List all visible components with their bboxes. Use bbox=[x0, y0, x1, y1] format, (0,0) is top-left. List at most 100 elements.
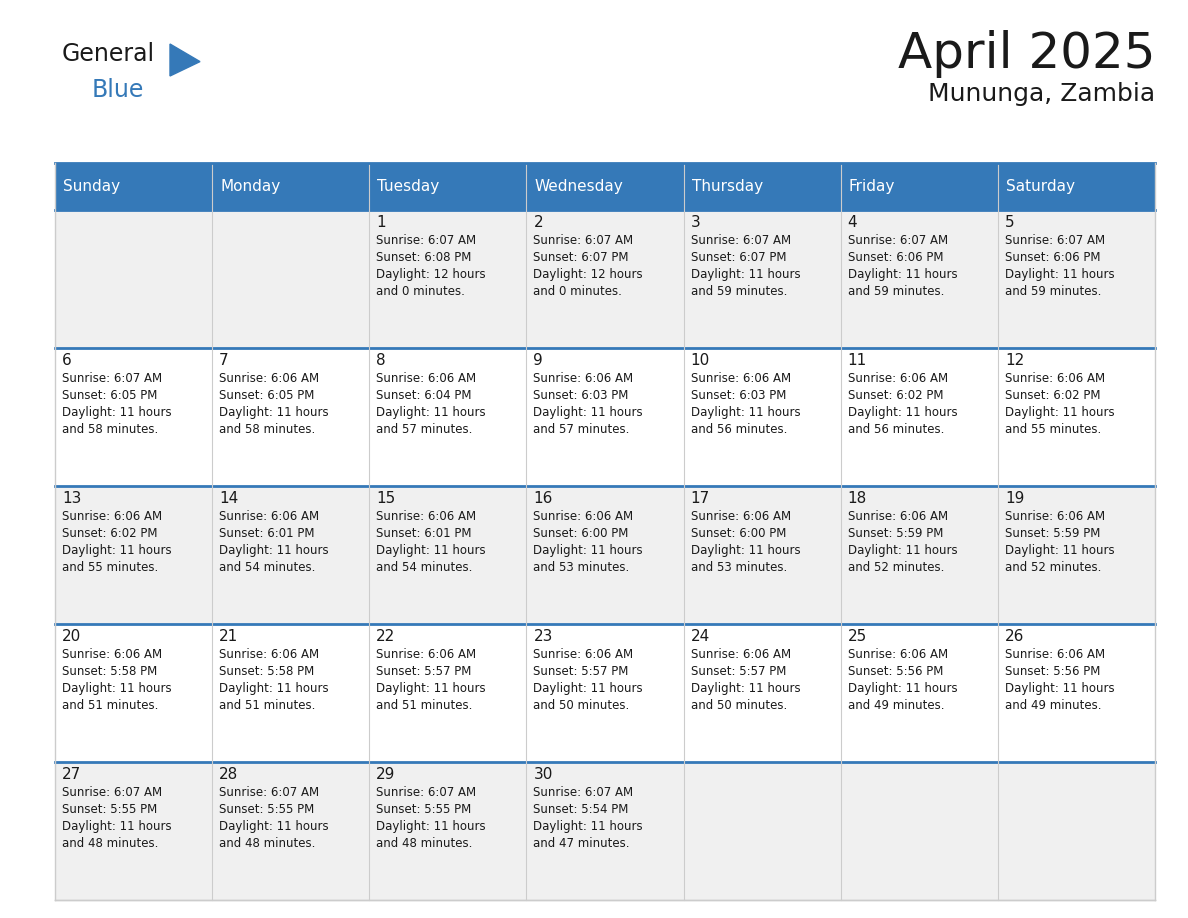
Text: and 58 minutes.: and 58 minutes. bbox=[219, 423, 315, 436]
Text: 23: 23 bbox=[533, 629, 552, 644]
Text: and 55 minutes.: and 55 minutes. bbox=[62, 561, 158, 574]
Text: Sunrise: 6:07 AM: Sunrise: 6:07 AM bbox=[1005, 234, 1105, 247]
Text: Monday: Monday bbox=[220, 179, 280, 194]
Text: Sunrise: 6:06 AM: Sunrise: 6:06 AM bbox=[62, 648, 162, 661]
Text: Sunset: 5:54 PM: Sunset: 5:54 PM bbox=[533, 803, 628, 816]
Text: 11: 11 bbox=[848, 353, 867, 368]
Text: 17: 17 bbox=[690, 491, 709, 506]
Text: and 58 minutes.: and 58 minutes. bbox=[62, 423, 158, 436]
Text: Sunrise: 6:06 AM: Sunrise: 6:06 AM bbox=[1005, 648, 1105, 661]
Text: Sunrise: 6:06 AM: Sunrise: 6:06 AM bbox=[533, 372, 633, 385]
Text: and 55 minutes.: and 55 minutes. bbox=[1005, 423, 1101, 436]
Bar bbox=[369, 163, 526, 210]
Text: 21: 21 bbox=[219, 629, 239, 644]
Text: and 0 minutes.: and 0 minutes. bbox=[377, 285, 466, 298]
Text: 22: 22 bbox=[377, 629, 396, 644]
Text: Sunrise: 6:06 AM: Sunrise: 6:06 AM bbox=[219, 510, 320, 523]
Text: and 50 minutes.: and 50 minutes. bbox=[690, 699, 786, 712]
Text: Saturday: Saturday bbox=[1006, 179, 1075, 194]
Bar bbox=[55, 348, 1155, 486]
Text: and 59 minutes.: and 59 minutes. bbox=[1005, 285, 1101, 298]
Text: 26: 26 bbox=[1005, 629, 1024, 644]
Text: Daylight: 11 hours: Daylight: 11 hours bbox=[1005, 406, 1114, 419]
Text: Daylight: 11 hours: Daylight: 11 hours bbox=[377, 820, 486, 833]
Text: Daylight: 11 hours: Daylight: 11 hours bbox=[62, 544, 171, 557]
Text: Sunset: 5:56 PM: Sunset: 5:56 PM bbox=[1005, 665, 1100, 678]
Text: Daylight: 11 hours: Daylight: 11 hours bbox=[690, 268, 801, 281]
Text: Sunrise: 6:06 AM: Sunrise: 6:06 AM bbox=[848, 372, 948, 385]
Text: Sunset: 6:01 PM: Sunset: 6:01 PM bbox=[219, 527, 315, 540]
Text: and 59 minutes.: and 59 minutes. bbox=[690, 285, 786, 298]
Text: Sunset: 6:03 PM: Sunset: 6:03 PM bbox=[533, 389, 628, 402]
Text: Daylight: 11 hours: Daylight: 11 hours bbox=[219, 406, 329, 419]
Text: April 2025: April 2025 bbox=[897, 30, 1155, 78]
Text: Sunset: 6:06 PM: Sunset: 6:06 PM bbox=[848, 251, 943, 264]
Text: 12: 12 bbox=[1005, 353, 1024, 368]
Text: Wednesday: Wednesday bbox=[535, 179, 624, 194]
Bar bbox=[55, 210, 1155, 348]
Text: Daylight: 11 hours: Daylight: 11 hours bbox=[1005, 268, 1114, 281]
Text: and 0 minutes.: and 0 minutes. bbox=[533, 285, 623, 298]
Text: and 56 minutes.: and 56 minutes. bbox=[690, 423, 786, 436]
Text: 1: 1 bbox=[377, 215, 386, 230]
Text: Sunrise: 6:06 AM: Sunrise: 6:06 AM bbox=[690, 510, 791, 523]
Text: Sunset: 6:04 PM: Sunset: 6:04 PM bbox=[377, 389, 472, 402]
Text: Tuesday: Tuesday bbox=[378, 179, 440, 194]
Text: Daylight: 11 hours: Daylight: 11 hours bbox=[533, 820, 643, 833]
Text: Blue: Blue bbox=[91, 78, 145, 102]
Text: 14: 14 bbox=[219, 491, 239, 506]
Text: Daylight: 11 hours: Daylight: 11 hours bbox=[62, 682, 171, 695]
Text: Sunset: 6:03 PM: Sunset: 6:03 PM bbox=[690, 389, 786, 402]
Bar bbox=[55, 486, 1155, 624]
Bar bbox=[841, 163, 998, 210]
Bar bbox=[213, 163, 369, 210]
Text: Sunset: 5:59 PM: Sunset: 5:59 PM bbox=[1005, 527, 1100, 540]
Text: Sunrise: 6:06 AM: Sunrise: 6:06 AM bbox=[377, 510, 476, 523]
Text: and 52 minutes.: and 52 minutes. bbox=[1005, 561, 1101, 574]
Text: and 59 minutes.: and 59 minutes. bbox=[848, 285, 944, 298]
Text: Sunrise: 6:06 AM: Sunrise: 6:06 AM bbox=[533, 510, 633, 523]
Text: Daylight: 11 hours: Daylight: 11 hours bbox=[377, 682, 486, 695]
Text: and 54 minutes.: and 54 minutes. bbox=[377, 561, 473, 574]
Text: Sunset: 5:58 PM: Sunset: 5:58 PM bbox=[219, 665, 315, 678]
Text: 25: 25 bbox=[848, 629, 867, 644]
Text: Sunset: 6:05 PM: Sunset: 6:05 PM bbox=[62, 389, 157, 402]
Text: Daylight: 11 hours: Daylight: 11 hours bbox=[533, 682, 643, 695]
Text: Daylight: 11 hours: Daylight: 11 hours bbox=[62, 820, 171, 833]
Text: and 50 minutes.: and 50 minutes. bbox=[533, 699, 630, 712]
Text: Sunset: 5:55 PM: Sunset: 5:55 PM bbox=[62, 803, 157, 816]
Text: Sunrise: 6:07 AM: Sunrise: 6:07 AM bbox=[533, 786, 633, 799]
Text: Sunset: 6:07 PM: Sunset: 6:07 PM bbox=[533, 251, 628, 264]
Text: Sunrise: 6:06 AM: Sunrise: 6:06 AM bbox=[1005, 510, 1105, 523]
Text: Sunrise: 6:07 AM: Sunrise: 6:07 AM bbox=[848, 234, 948, 247]
Text: Sunrise: 6:06 AM: Sunrise: 6:06 AM bbox=[1005, 372, 1105, 385]
Text: Sunrise: 6:07 AM: Sunrise: 6:07 AM bbox=[690, 234, 791, 247]
Text: Sunrise: 6:07 AM: Sunrise: 6:07 AM bbox=[62, 372, 162, 385]
Text: Sunset: 6:02 PM: Sunset: 6:02 PM bbox=[848, 389, 943, 402]
Text: Daylight: 11 hours: Daylight: 11 hours bbox=[62, 406, 171, 419]
Text: Sunset: 6:05 PM: Sunset: 6:05 PM bbox=[219, 389, 315, 402]
Text: 3: 3 bbox=[690, 215, 700, 230]
Text: and 49 minutes.: and 49 minutes. bbox=[1005, 699, 1101, 712]
Text: 8: 8 bbox=[377, 353, 386, 368]
Text: and 49 minutes.: and 49 minutes. bbox=[848, 699, 944, 712]
Text: Sunset: 5:59 PM: Sunset: 5:59 PM bbox=[848, 527, 943, 540]
Text: and 51 minutes.: and 51 minutes. bbox=[62, 699, 158, 712]
Text: and 48 minutes.: and 48 minutes. bbox=[377, 837, 473, 850]
Text: Sunset: 5:57 PM: Sunset: 5:57 PM bbox=[533, 665, 628, 678]
Text: 18: 18 bbox=[848, 491, 867, 506]
Text: 29: 29 bbox=[377, 767, 396, 782]
Text: Daylight: 12 hours: Daylight: 12 hours bbox=[533, 268, 643, 281]
Text: Sunset: 6:00 PM: Sunset: 6:00 PM bbox=[533, 527, 628, 540]
Bar bbox=[683, 163, 841, 210]
Text: and 57 minutes.: and 57 minutes. bbox=[533, 423, 630, 436]
Text: Daylight: 11 hours: Daylight: 11 hours bbox=[533, 406, 643, 419]
Polygon shape bbox=[170, 44, 200, 76]
Text: Daylight: 11 hours: Daylight: 11 hours bbox=[219, 682, 329, 695]
Text: 2: 2 bbox=[533, 215, 543, 230]
Text: Sunrise: 6:07 AM: Sunrise: 6:07 AM bbox=[533, 234, 633, 247]
Bar bbox=[526, 163, 683, 210]
Text: 5: 5 bbox=[1005, 215, 1015, 230]
Text: Sunset: 6:01 PM: Sunset: 6:01 PM bbox=[377, 527, 472, 540]
Text: Sunset: 5:55 PM: Sunset: 5:55 PM bbox=[219, 803, 315, 816]
